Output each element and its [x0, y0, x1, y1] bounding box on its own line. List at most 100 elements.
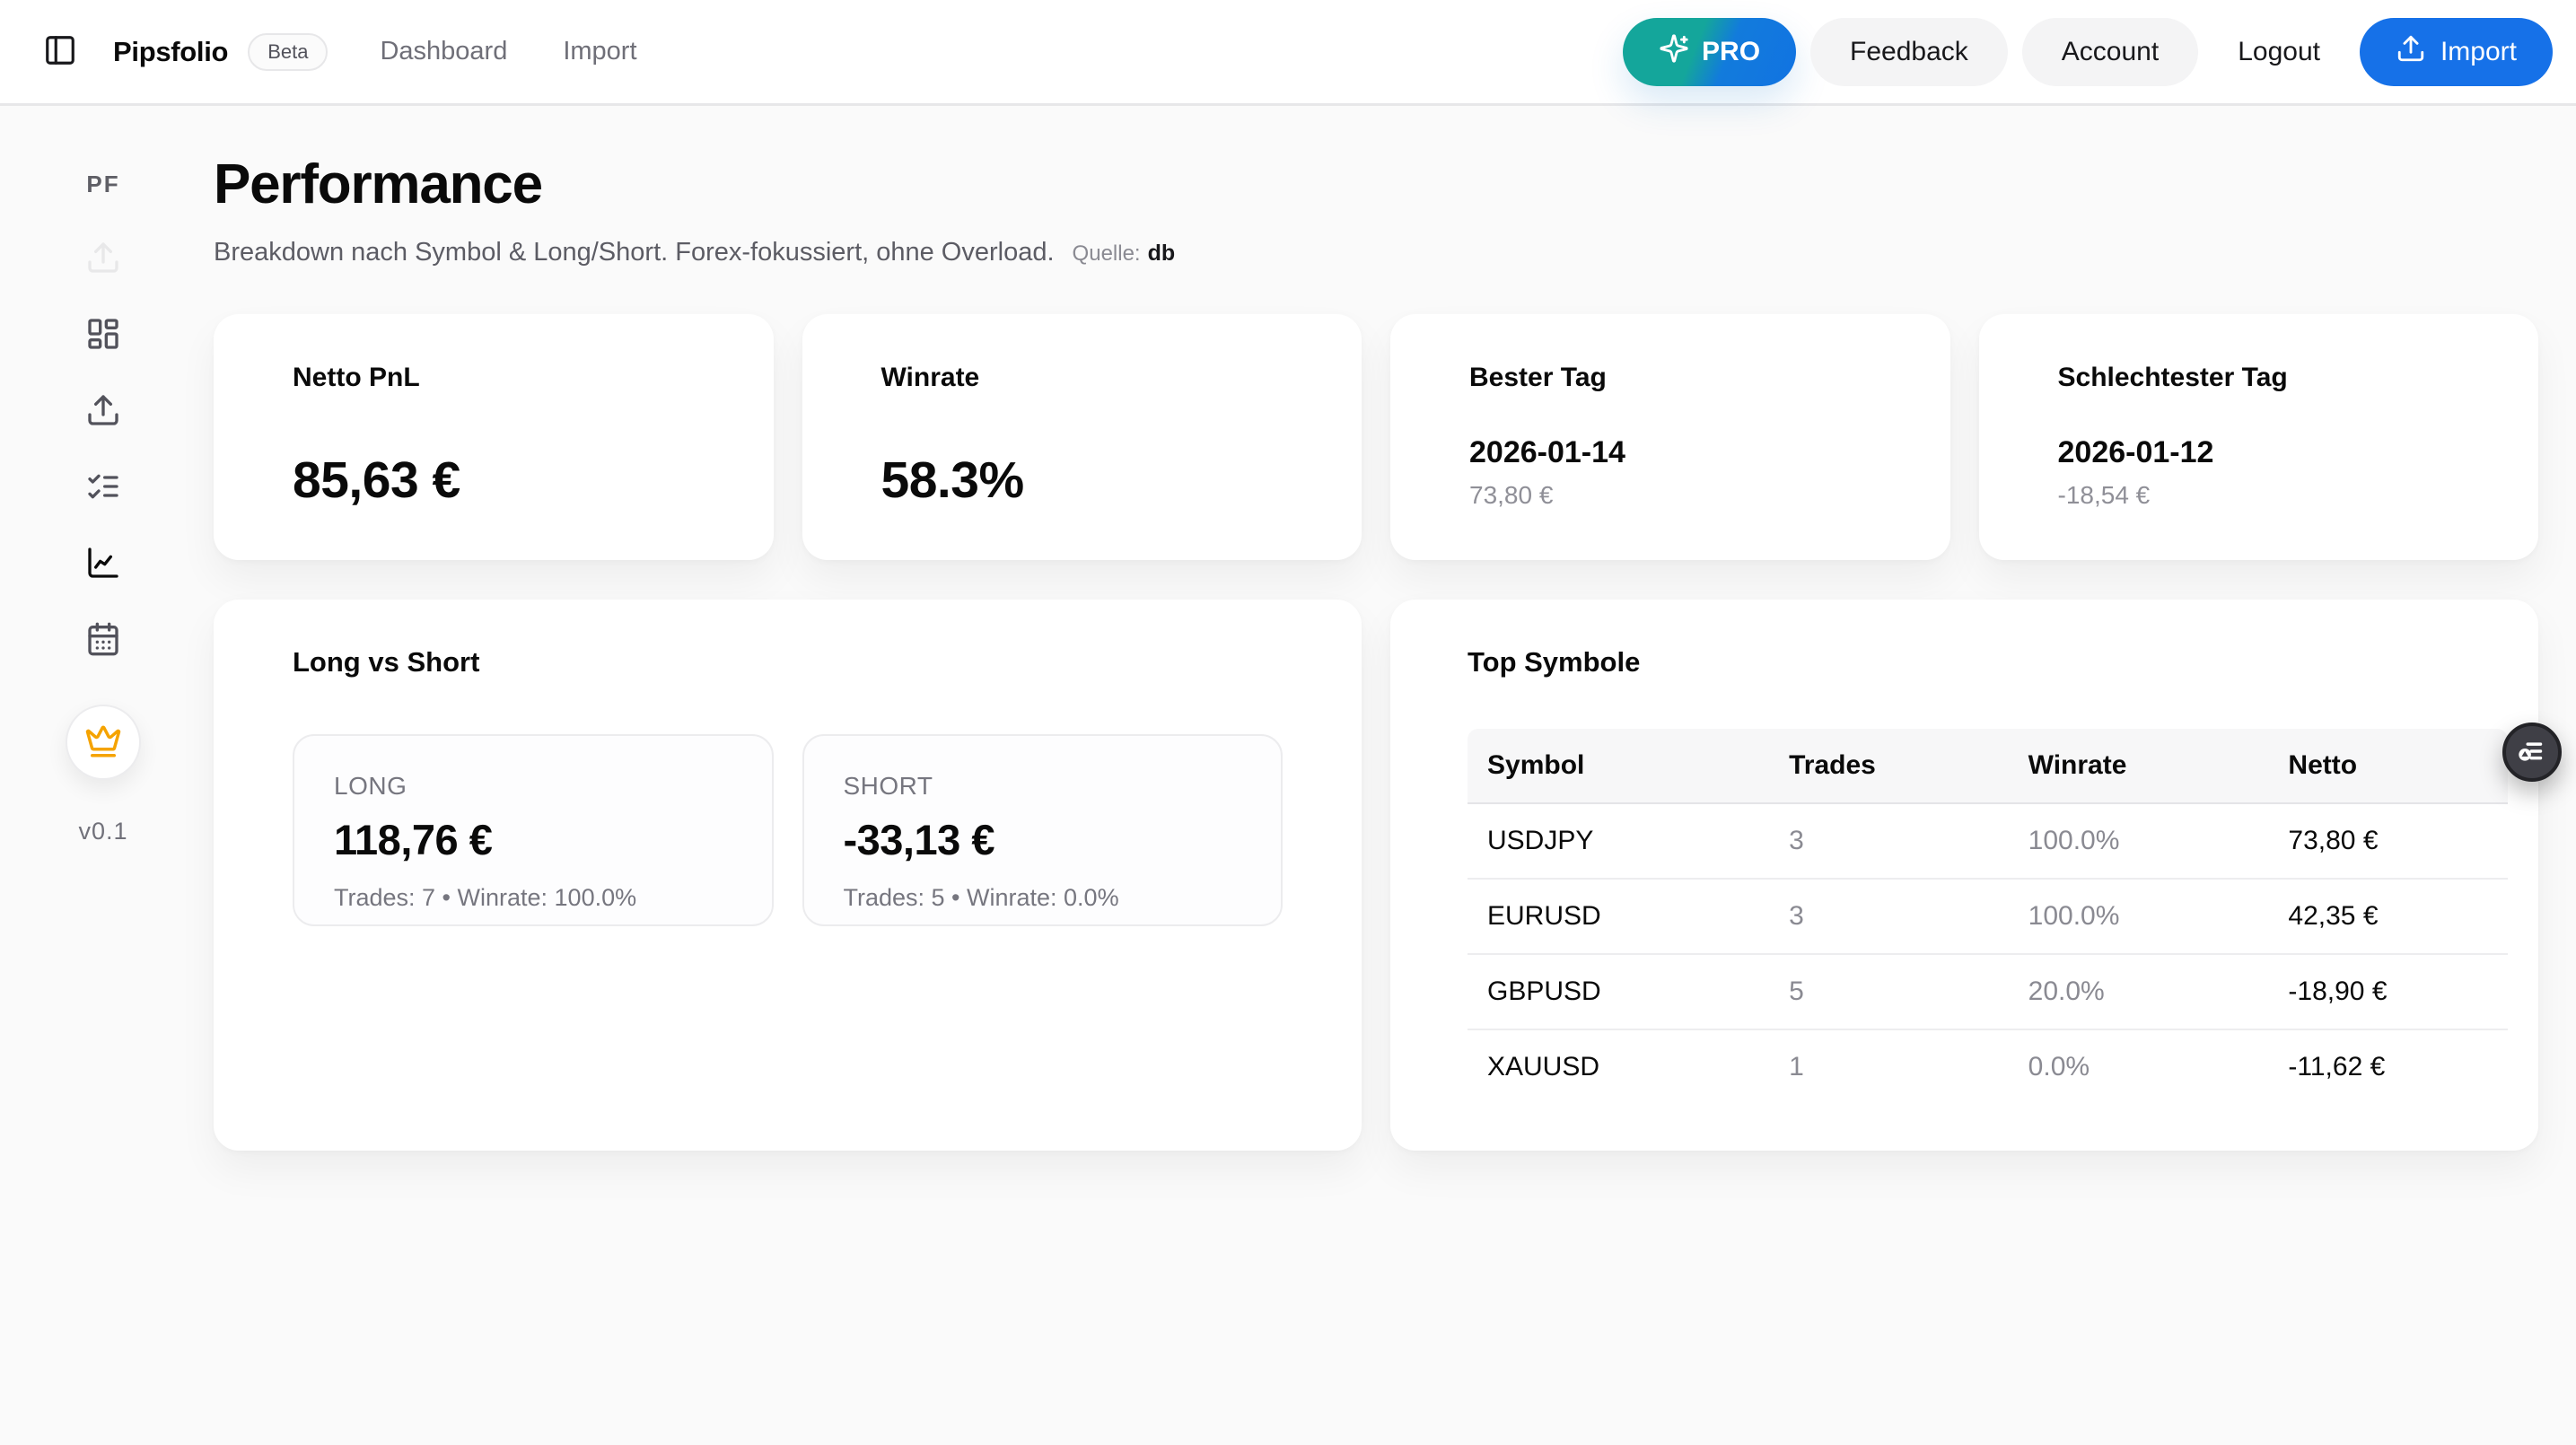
long-label: LONG	[334, 772, 407, 800]
cell-trades: 5	[1769, 954, 2009, 1030]
column-header-trades: Trades	[1769, 729, 2009, 804]
checklist-icon	[85, 469, 121, 507]
stat-sub-value: -18,54 €	[2057, 481, 2151, 509]
logout-link[interactable]: Logout	[2238, 36, 2320, 66]
stat-date: 2026-01-12	[2057, 435, 2214, 469]
cell-trades: 3	[1769, 803, 2009, 880]
import-button-label: Import	[2440, 36, 2517, 66]
nav-link-dashboard[interactable]: Dashboard	[380, 37, 508, 66]
sidebar-item-import[interactable]	[85, 392, 121, 431]
sidebar-item-upload-ghost[interactable]	[85, 240, 121, 278]
cell-symbol: USDJPY	[1468, 803, 1770, 880]
import-button[interactable]: Import	[2359, 17, 2553, 86]
sparkles-icon	[1659, 33, 1689, 71]
cell-trades: 1	[1789, 1052, 1804, 1082]
stat-date: 2026-01-14	[1469, 435, 1625, 469]
table-row: EURUSD 3 100.0% 42,35 €	[1468, 879, 2508, 955]
stat-label: Winrate	[881, 363, 980, 392]
stat-sub-value: 73,80 €	[1469, 481, 1554, 509]
page-subtitle-row: Breakdown nach Symbol & Long/Short. Fore…	[214, 238, 2538, 267]
table-row: XAUUSD 1 0.0% -11,62 €	[1468, 1029, 2508, 1104]
stat-label: Bester Tag	[1469, 363, 1607, 392]
sidebar-item-dashboard[interactable]	[85, 316, 121, 355]
calendar-icon	[85, 621, 121, 660]
app-header: Pipsfolio Beta Dashboard Import PRO Feed…	[0, 0, 2576, 106]
cell-winrate: 100.0%	[2008, 879, 2269, 955]
account-button[interactable]: Account	[2021, 17, 2199, 86]
long-meta: Trades: 7 • Winrate: 100.0%	[334, 884, 637, 911]
upload-icon	[85, 240, 121, 278]
stat-label: Netto PnL	[293, 363, 420, 392]
cell-winrate: 100.0%	[2008, 803, 2269, 880]
page-subtitle: Breakdown nach Symbol & Long/Short. Fore…	[214, 238, 1055, 267]
stat-value: 85,63 €	[293, 451, 460, 509]
pro-button[interactable]: PRO	[1623, 17, 1797, 86]
feedback-button[interactable]: Feedback	[1810, 17, 2008, 86]
cell-netto: -11,62 €	[2288, 1052, 2386, 1082]
short-label: SHORT	[843, 772, 933, 800]
stat-label: Schlechtester Tag	[2057, 363, 2288, 392]
table-row: USDJPY 3 100.0% 73,80 €	[1468, 803, 2508, 880]
cell-trades: 3	[1769, 879, 2009, 955]
panel-left-icon	[43, 33, 77, 70]
cell-netto: -18,90 €	[2268, 954, 2508, 1030]
cell-symbol: EURUSD	[1468, 879, 1770, 955]
sidebar-item-calendar[interactable]	[85, 621, 121, 660]
nav-link-import[interactable]: Import	[563, 37, 637, 66]
sidebar-item-performance[interactable]	[85, 545, 121, 583]
long-card: LONG 118,76 € Trades: 7 • Winrate: 100.0…	[293, 734, 774, 926]
source-value: db	[1147, 241, 1176, 266]
beta-badge: Beta	[248, 32, 329, 71]
short-value: -33,13 €	[843, 816, 995, 863]
top-symbols-table: Symbol Trades Winrate Netto USDJPY 3 100…	[1468, 729, 2508, 1104]
sidebar-item-pro[interactable]	[66, 705, 141, 780]
crown-icon	[84, 722, 122, 763]
long-short-grid: LONG 118,76 € Trades: 7 • Winrate: 100.0…	[293, 734, 1283, 926]
cell-symbol: GBPUSD	[1468, 954, 1770, 1030]
column-header-symbol: Symbol	[1468, 729, 1770, 804]
stat-value-group: 2026-01-12 -18,54 €	[2058, 435, 2485, 510]
header-actions: PRO Feedback Account Logout Import	[1623, 17, 2553, 86]
sidebar: PF	[0, 106, 206, 1445]
cell-netto: 73,80 €	[2268, 803, 2508, 880]
table-row: GBPUSD 5 20.0% -18,90 €	[1468, 954, 2508, 1030]
short-meta: Trades: 5 • Winrate: 0.0%	[843, 884, 1119, 911]
upload-icon	[85, 392, 121, 431]
long-vs-short-panel: Long vs Short LONG 118,76 € Trades: 7 • …	[214, 600, 1362, 1151]
column-header-winrate: Winrate	[2008, 729, 2269, 804]
upload-icon	[2396, 33, 2426, 71]
sidebar-logo: PF	[86, 171, 120, 197]
stat-card-winrate: Winrate 58.3%	[802, 314, 1362, 560]
source-note: Quelle: db	[1073, 241, 1176, 267]
cell-netto: 42,35 €	[2268, 879, 2508, 955]
long-value: 118,76 €	[334, 816, 493, 863]
main-content: Performance Breakdown nach Symbol & Long…	[206, 106, 2576, 1445]
dashboard-grid-icon	[85, 316, 121, 355]
brand-title: Pipsfolio	[113, 35, 229, 67]
panel-title: Top Symbole	[1468, 646, 1641, 678]
stat-card-worst-day: Schlechtester Tag 2026-01-12 -18,54 €	[1978, 314, 2538, 560]
stats-grid: Netto PnL 85,63 € Winrate 58.3% Bester T…	[214, 314, 2538, 560]
cell-winrate: 20.0%	[2008, 954, 2269, 1030]
version-label: v0.1	[78, 818, 128, 845]
panel-title: Long vs Short	[293, 646, 480, 678]
table-header: Symbol Trades Winrate Netto	[1468, 729, 2508, 804]
pro-button-label: PRO	[1702, 36, 1761, 66]
cell-winrate: 0.0%	[2028, 1052, 2090, 1082]
stat-value-group: 2026-01-14 73,80 €	[1469, 435, 1897, 510]
source-label: Quelle:	[1072, 241, 1141, 266]
stat-value: 58.3%	[881, 451, 1025, 509]
top-navigation: Dashboard Import	[380, 37, 636, 66]
sidebar-toggle-button[interactable]	[43, 33, 77, 70]
short-card: SHORT -33,13 € Trades: 5 • Winrate: 0.0%	[802, 734, 1283, 926]
column-header-netto: Netto	[2268, 729, 2508, 804]
stat-card-netto-pnl: Netto PnL 85,63 €	[214, 314, 774, 560]
page-title: Performance	[214, 153, 543, 215]
feedback-widget-button[interactable]	[2502, 722, 2562, 782]
cell-symbol: XAUUSD	[1487, 1052, 1600, 1082]
panels-row: Long vs Short LONG 118,76 € Trades: 7 • …	[214, 600, 2538, 1151]
sidebar-item-trades[interactable]	[85, 469, 121, 507]
stat-card-best-day: Bester Tag 2026-01-14 73,80 €	[1390, 314, 1950, 560]
changelog-list-icon	[2515, 734, 2549, 771]
chart-line-icon	[85, 545, 121, 583]
